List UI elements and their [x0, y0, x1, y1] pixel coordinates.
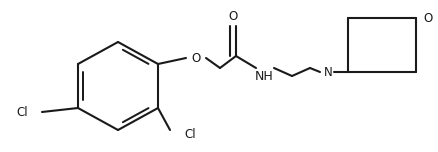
Text: Cl: Cl — [184, 128, 196, 142]
Text: O: O — [228, 9, 238, 22]
Text: NH: NH — [254, 69, 273, 83]
Text: O: O — [424, 12, 433, 24]
Text: O: O — [191, 52, 201, 64]
Text: N: N — [324, 66, 332, 78]
Text: Cl: Cl — [16, 105, 28, 119]
